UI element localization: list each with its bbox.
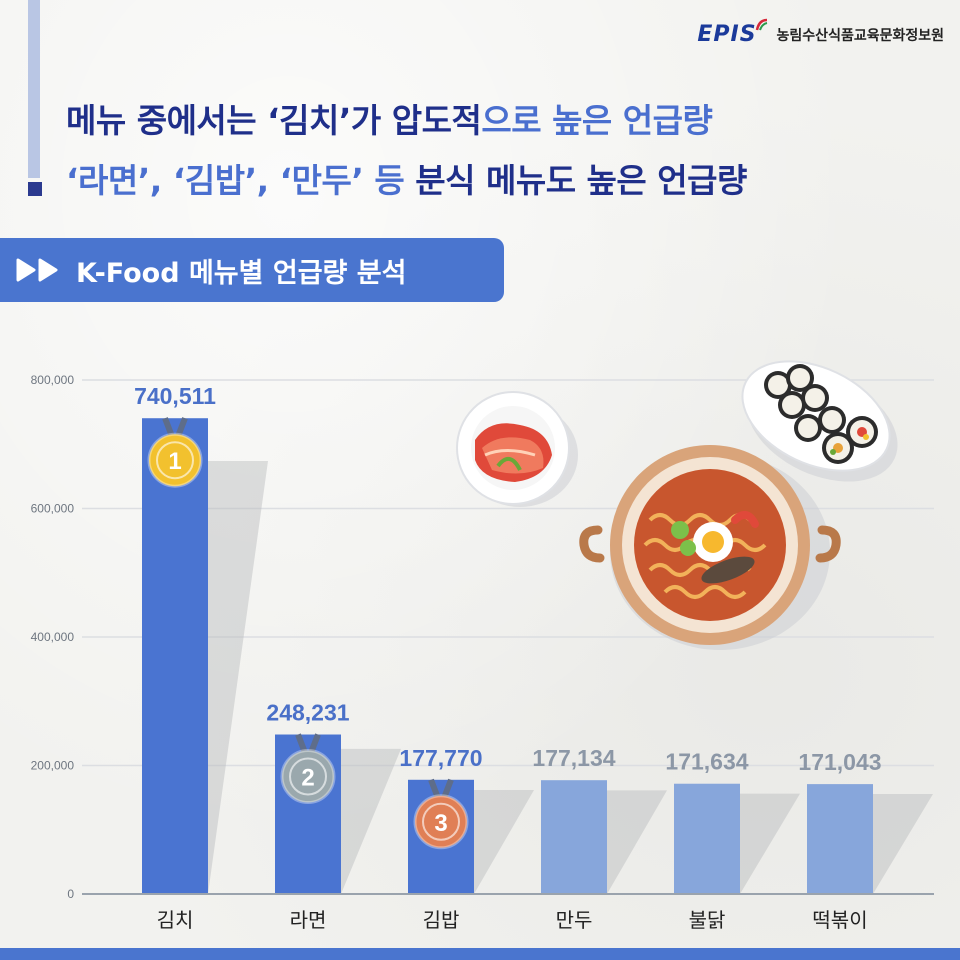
bar-shadow	[740, 793, 800, 894]
x-tick-label: 만두	[556, 908, 593, 932]
bar-shadows	[208, 461, 933, 894]
brand-org-name: 농림수산식품교육문화정보원	[776, 27, 944, 44]
x-tick-label: 떡볶이	[812, 908, 867, 932]
value-label: 177,134	[532, 745, 615, 771]
bar	[807, 784, 873, 894]
brand: EPIS 농림수산식품교육문화정보원	[697, 18, 944, 47]
x-axis-labels: 김치 라면 김밥 만두 불닭 떡볶이	[157, 908, 868, 932]
bar	[674, 783, 740, 894]
gimbap-plate-illustration	[741, 360, 898, 482]
bar-shadow	[607, 790, 667, 894]
brand-logo: EPIS	[697, 18, 767, 47]
medal-icon: 2	[280, 733, 336, 805]
headline-line-1-rest: 으로 높은 언급량	[481, 101, 713, 140]
headline-line-2-emphasis: 분식 메뉴도 높은 언급량	[415, 161, 747, 200]
kimchi-dish-illustration	[456, 391, 578, 507]
bar-shadow	[208, 461, 268, 894]
section-title: K-Food 메뉴별 언급량 분석	[76, 257, 407, 289]
headline-line-2: ‘라면’, ‘김밥’, ‘만두’ 등 분식 메뉴도 높은 언급량	[66, 154, 747, 202]
x-tick-label: 불닭	[689, 908, 726, 932]
ramen-pot-illustration	[579, 445, 841, 650]
bar-shadow	[341, 748, 401, 894]
accent-square	[28, 182, 42, 196]
bar	[142, 418, 208, 894]
y-tick-label: 400,000	[31, 630, 75, 644]
x-tick-label: 라면	[290, 908, 327, 932]
bar-shadow	[873, 793, 933, 894]
value-label: 177,770	[399, 745, 482, 771]
medal-rank-label: 1	[168, 448, 181, 475]
value-label: 171,043	[798, 749, 881, 775]
y-tick-label: 0	[67, 887, 74, 901]
bar-shadow	[474, 790, 534, 894]
medal-icon: 3	[413, 778, 469, 850]
y-tick-label: 200,000	[31, 759, 75, 773]
y-axis-ticks: 0 200,000 400,000 600,000 800,000	[31, 373, 75, 901]
value-label: 171,634	[665, 749, 748, 775]
medals: 1 2 3	[147, 417, 469, 850]
section-tab: K-Food 메뉴별 언급량 분석	[0, 238, 504, 302]
value-labels: 740,511 248,231 177,770 177,134 171,634 171,0…	[134, 383, 882, 775]
medal-icon: 1	[147, 417, 203, 488]
double-play-icon	[16, 258, 58, 282]
brand-logo-text: EPIS	[697, 22, 757, 47]
medal-rank-label: 2	[301, 765, 314, 792]
headline-line-1-emphasis: 메뉴 중에서는 ‘김치’가 압도적	[66, 101, 482, 140]
bars	[142, 418, 873, 894]
bar	[541, 780, 607, 894]
medal-rank-label: 3	[434, 810, 447, 837]
x-tick-label: 김밥	[423, 908, 460, 932]
bottom-strip	[0, 948, 960, 960]
accent-bar	[28, 0, 40, 178]
value-label: 740,511	[134, 383, 216, 409]
headline-line-2-lead: ‘라면’, ‘김밥’, ‘만두’ 등	[66, 161, 416, 200]
y-tick-label: 800,000	[31, 373, 75, 387]
value-label: 248,231	[266, 700, 349, 726]
y-tick-label: 600,000	[31, 502, 75, 516]
x-tick-label: 김치	[157, 908, 194, 932]
logo-swoosh-icon	[755, 18, 767, 31]
headline-line-1: 메뉴 중에서는 ‘김치’가 압도적으로 높은 언급량	[66, 94, 713, 142]
